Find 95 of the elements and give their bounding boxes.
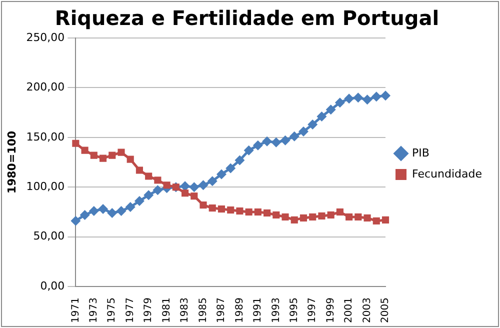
point [216,169,226,180]
point [290,216,298,224]
point [289,131,300,142]
point [198,180,208,190]
x-tick-label: 1975 [106,298,118,324]
point [145,172,152,180]
point [254,208,262,216]
point [99,154,107,162]
point [107,208,118,218]
point [218,205,226,213]
x-tick-label: 2005 [380,298,392,324]
point [336,208,344,216]
point [118,148,125,156]
y-tick-label: 50,00 [33,230,65,243]
point [208,204,216,212]
point [108,152,116,159]
point [182,190,189,197]
point [72,140,80,147]
point [382,216,390,224]
x-tick-label: 1997 [307,298,318,324]
point [280,135,290,146]
x-tick-label: 1979 [143,298,154,324]
point [364,214,371,222]
point [271,137,282,148]
point [80,210,90,220]
point [346,213,353,220]
point [200,201,207,209]
y-axis-title: 1980=100 [5,130,18,194]
point [353,92,364,103]
point [252,140,263,150]
point [371,92,382,102]
x-tick-label: 1985 [198,298,209,324]
x-tick-label: 1991 [252,298,264,324]
point [154,176,162,184]
x-tick-label: 1973 [88,298,100,324]
point [298,126,308,136]
point [81,146,88,154]
point [262,136,272,146]
point [362,94,372,105]
point [282,213,289,220]
point [308,119,318,130]
point [380,90,391,101]
x-tick-label: 2003 [362,298,373,324]
point [226,163,236,174]
chart-title: Riqueza e Fertilidade em Portugal [54,6,440,30]
point [126,156,134,163]
y-tick-label: 0,00 [40,279,65,292]
point [152,185,163,196]
point [344,94,354,104]
x-tick-label: 2001 [344,298,355,324]
point [264,209,271,217]
point [334,98,345,108]
y-tick-label: 150,00 [26,130,65,144]
point [245,208,252,216]
point [88,206,99,216]
point [189,182,200,192]
point [125,202,136,212]
point [144,190,154,200]
point [309,213,316,220]
point [234,155,245,166]
point [236,207,244,215]
legend-label: PIB [412,146,430,160]
y-tick-label: 100,00 [26,180,65,193]
point [180,181,190,192]
point [116,206,126,216]
point [163,182,170,189]
point [244,145,254,156]
point [318,212,326,220]
point [372,217,380,224]
point [190,192,198,200]
point [136,166,144,174]
x-tick-label: 1987 [216,298,228,324]
x-tick-label: 1971 [70,298,82,324]
point [134,196,144,206]
x-tick-label: 1989 [234,298,246,324]
point [70,216,81,226]
legend-label: Fecundidade [412,167,482,180]
point [90,152,98,159]
point [327,211,334,219]
x-tick-label: 1999 [325,298,336,324]
point [354,213,362,220]
point [227,206,234,214]
point [98,204,108,214]
point [326,104,336,115]
point [316,112,327,122]
point [300,214,308,222]
x-tick-label: 1981 [161,298,172,324]
y-tick-label: 200,00 [26,80,65,94]
x-tick-label: 1993 [270,298,282,324]
y-tick-label: 250,00 [26,30,65,44]
point [207,176,218,186]
x-tick-label: 1995 [288,298,300,324]
point [272,211,280,219]
x-tick-label: 1977 [124,298,136,324]
x-tick-label: 1983 [180,298,191,324]
